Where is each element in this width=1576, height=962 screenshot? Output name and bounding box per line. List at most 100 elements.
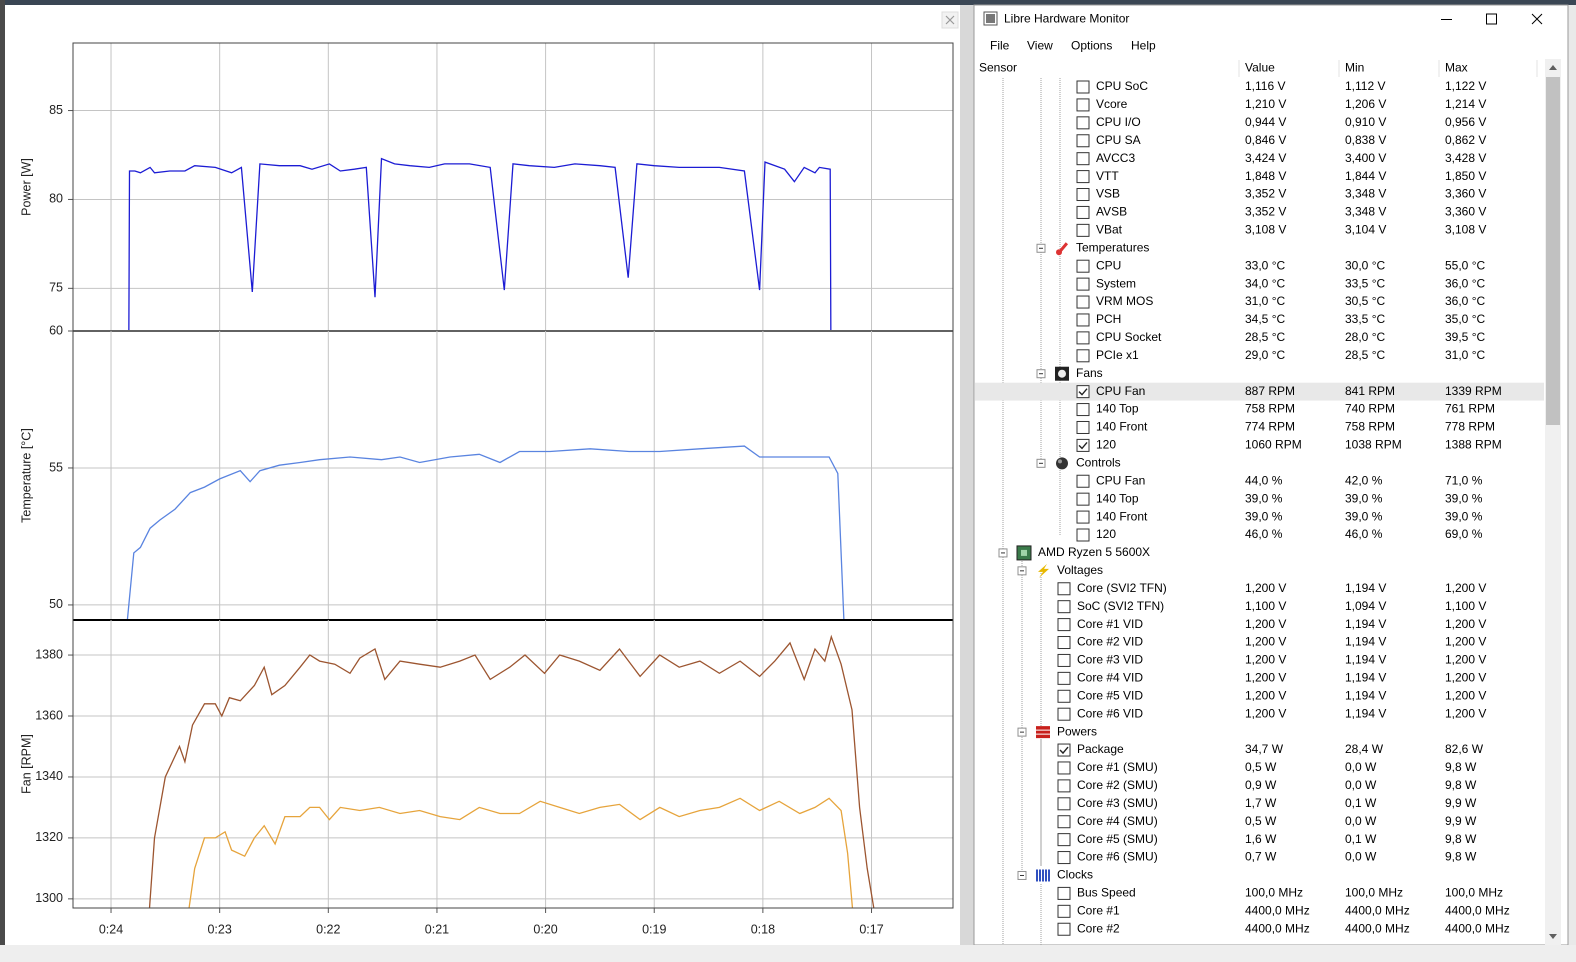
checkbox[interactable] <box>1076 528 1090 542</box>
icon-part <box>1021 549 1027 556</box>
column-header[interactable]: Value <box>1245 61 1275 75</box>
sensor-max: 4400,0 MHz <box>1445 921 1510 935</box>
checkbox[interactable] <box>1076 313 1090 327</box>
sensor-max: 1388 RPM <box>1445 438 1502 452</box>
sensor-label: Core #4 VID <box>1077 671 1143 685</box>
checkbox[interactable] <box>1076 223 1090 237</box>
sensor-label: Core #5 (SMU) <box>1077 832 1158 846</box>
checkbox[interactable] <box>1076 331 1090 345</box>
sensor-max: 55,0 °C <box>1445 258 1485 272</box>
checkbox[interactable] <box>1076 188 1090 202</box>
checkbox[interactable] <box>1057 600 1071 614</box>
checkbox[interactable] <box>1076 474 1090 488</box>
sensor-value: 774 RPM <box>1245 420 1295 434</box>
sensor-max: 9,9 W <box>1445 796 1477 810</box>
checkbox[interactable] <box>1057 922 1071 936</box>
maximize-button[interactable] <box>1486 13 1497 25</box>
y-tick-label: 55 <box>49 460 63 474</box>
sensor-label: Vcore <box>1096 97 1128 111</box>
checkbox[interactable] <box>1076 349 1090 363</box>
sensor-label: VTT <box>1096 169 1119 183</box>
desktop-left <box>0 0 5 962</box>
column-header[interactable]: Sensor <box>979 61 1017 75</box>
x-tick-label: 0:22 <box>316 922 340 936</box>
checkbox[interactable] <box>1057 851 1071 865</box>
checkbox[interactable] <box>1057 886 1071 900</box>
checkbox[interactable] <box>1057 761 1071 775</box>
checkbox[interactable] <box>1076 98 1090 112</box>
checkbox[interactable] <box>1076 170 1090 184</box>
icon-part <box>1036 869 1038 882</box>
sensor-max: 1,122 V <box>1445 79 1486 93</box>
sensor-value: 33,0 °C <box>1245 258 1285 272</box>
y-tick-label: 85 <box>49 103 63 117</box>
sensor-label: CPU <box>1096 258 1121 272</box>
sensor-value: 1,200 V <box>1245 688 1286 702</box>
sensor-min: 28,4 W <box>1345 742 1384 756</box>
sensor-min: 0,0 W <box>1345 850 1377 864</box>
checkbox[interactable] <box>1076 492 1090 506</box>
close-button[interactable] <box>1531 13 1543 25</box>
checkbox[interactable] <box>1057 779 1071 793</box>
menu-item[interactable]: Options <box>1071 39 1112 53</box>
menu-item[interactable]: File <box>990 39 1010 53</box>
group-label: Voltages <box>1057 563 1103 577</box>
checkbox[interactable] <box>1076 116 1090 130</box>
checkbox[interactable] <box>1076 295 1090 309</box>
y-tick-label: 1360 <box>35 708 63 722</box>
sensor-label: 140 Front <box>1096 509 1148 523</box>
checkbox[interactable] <box>1076 134 1090 148</box>
checkbox[interactable] <box>1076 152 1090 166</box>
sensor-min: 1,194 V <box>1345 581 1386 595</box>
scrollbar-thumb[interactable] <box>1546 77 1560 425</box>
checkbox[interactable] <box>1076 385 1090 399</box>
sensor-value: 1,7 W <box>1245 796 1277 810</box>
sensor-label: Core #2 VID <box>1077 635 1143 649</box>
sensor-max: 1,200 V <box>1445 653 1486 667</box>
column-header <box>975 59 1545 78</box>
sensor-max: 1,850 V <box>1445 169 1486 183</box>
checkbox[interactable] <box>1076 80 1090 94</box>
sensor-max: 82,6 W <box>1445 742 1484 756</box>
menu-item[interactable]: View <box>1027 39 1053 53</box>
plot-area: 75 80 85 Power [W] 50 55 60 Temperature [°C] 130… <box>19 42 954 936</box>
checkbox[interactable] <box>1057 797 1071 811</box>
checkbox[interactable] <box>1076 438 1090 452</box>
checkbox[interactable] <box>1057 833 1071 847</box>
icon-temperature <box>1056 242 1069 256</box>
checkbox[interactable] <box>1057 689 1071 703</box>
column-header[interactable]: Max <box>1445 61 1468 75</box>
checkbox[interactable] <box>1076 277 1090 291</box>
checkbox[interactable] <box>1076 510 1090 524</box>
series-line <box>148 634 875 908</box>
sensor-min: 46,0 % <box>1345 527 1383 541</box>
checkbox[interactable] <box>1057 636 1071 650</box>
checkbox[interactable] <box>1057 653 1071 667</box>
x-tick-label: 0:20 <box>533 922 557 936</box>
y-tick-label: 1340 <box>35 769 63 783</box>
scroll-up[interactable] <box>1549 65 1557 70</box>
checkbox[interactable] <box>1057 707 1071 721</box>
checkbox[interactable] <box>1057 618 1071 632</box>
sensor-value: 0,9 W <box>1245 778 1277 792</box>
checkbox[interactable] <box>1057 904 1071 918</box>
checkbox[interactable] <box>1076 420 1090 434</box>
sensor-min: 28,0 °C <box>1345 330 1385 344</box>
checkbox[interactable] <box>1057 743 1071 757</box>
menu-item[interactable]: Help <box>1131 39 1156 53</box>
sensor-min: 30,5 °C <box>1345 294 1385 308</box>
checkbox[interactable] <box>1057 671 1071 685</box>
checkbox[interactable] <box>1057 815 1071 829</box>
checkbox[interactable] <box>1076 403 1090 417</box>
plot-frame <box>72 42 954 909</box>
scroll-down[interactable] <box>1549 934 1557 939</box>
group-label: Fans <box>1076 366 1103 380</box>
checkbox[interactable] <box>1076 259 1090 273</box>
checkbox[interactable] <box>1057 582 1071 596</box>
group-label: Clocks <box>1057 868 1093 882</box>
checkbox[interactable] <box>1076 205 1090 219</box>
sensor-value: 46,0 % <box>1245 527 1283 541</box>
column-header[interactable]: Min <box>1345 61 1364 75</box>
sensor-max: 1,100 V <box>1445 599 1486 613</box>
